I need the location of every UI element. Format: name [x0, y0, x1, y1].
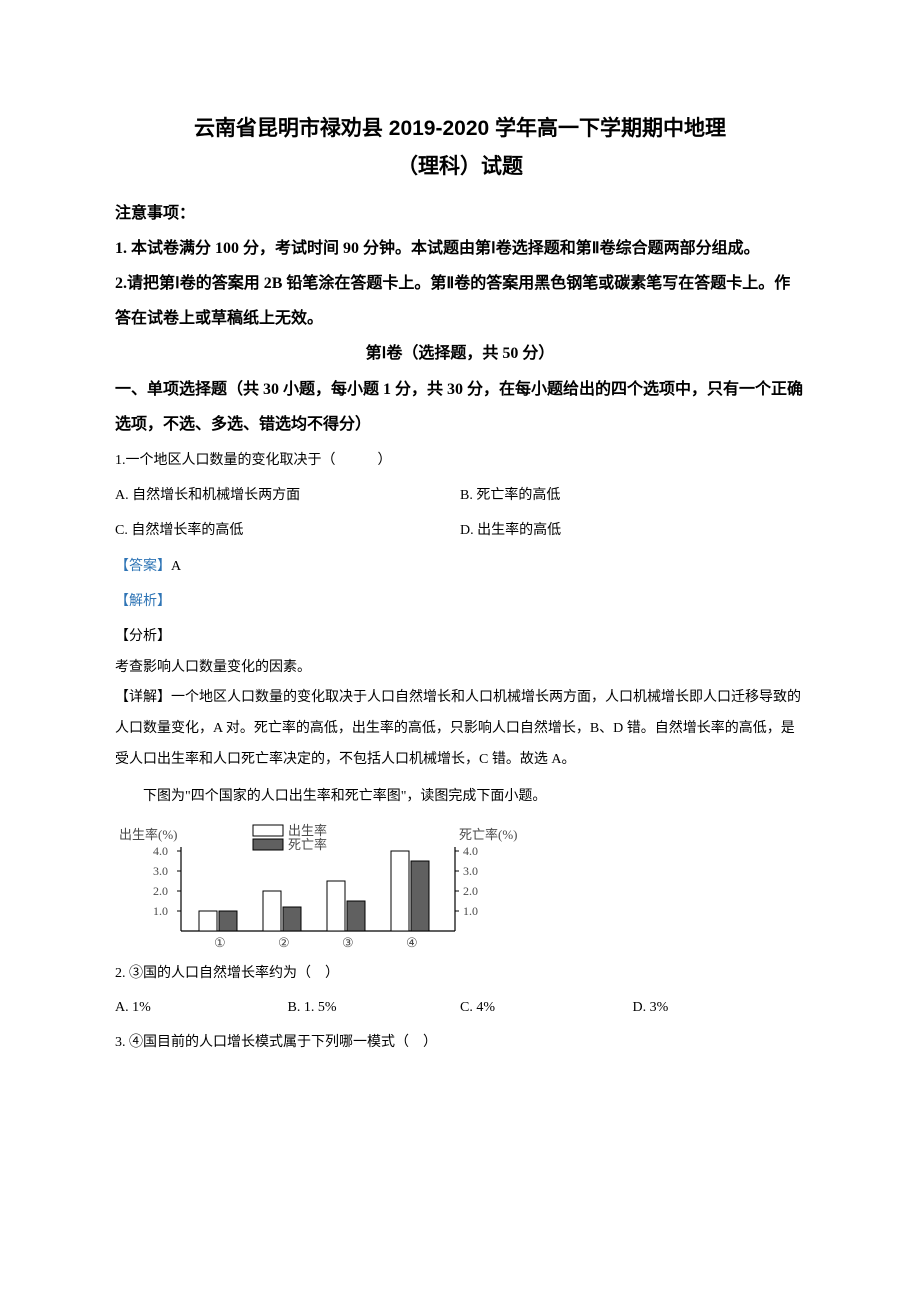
q1-text: 1.一个地区人口数量的变化取决于（ ） — [115, 446, 805, 477]
q2-options: A. 1% B. 1. 5% C. 4% D. 3% — [115, 993, 805, 1024]
svg-text:3.0: 3.0 — [153, 864, 168, 878]
svg-text:2.0: 2.0 — [153, 884, 168, 898]
svg-text:②: ② — [278, 935, 290, 950]
chart-svg: 出生率(%) 死亡率(%) 出生率死亡率 1.0 2.0 3.0 4.0 1.0 2.0 3.0 4… — [115, 821, 535, 951]
notice-item-2: 2.请把第Ⅰ卷的答案用 2B 铅笔涂在答题卡上。第Ⅱ卷的答案用黑色钢笔或碳素笔写… — [115, 266, 805, 336]
birth-death-chart: 出生率(%) 死亡率(%) 出生率死亡率 1.0 2.0 3.0 4.0 1.0 2.0 3.0 4… — [115, 821, 805, 951]
q1-answer: 【答案】A — [115, 552, 805, 583]
q1-fenxi-label: 【分析】 — [115, 622, 805, 653]
q1-option-d: D. 出生率的高低 — [460, 516, 805, 547]
q2-text: 2. ③国的人口自然增长率约为（ ） — [115, 959, 805, 990]
q2-option-d: D. 3% — [633, 993, 806, 1024]
svg-text:死亡率: 死亡率 — [288, 837, 327, 852]
q2-option-a: A. 1% — [115, 993, 288, 1024]
notice-item-1: 1. 本试卷满分 100 分，考试时间 90 分钟。本试题由第Ⅰ卷选择题和第Ⅱ卷… — [115, 231, 805, 266]
svg-text:1.0: 1.0 — [153, 904, 168, 918]
answer-bracket: 【答案】 — [115, 559, 171, 574]
q2-option-b: B. 1. 5% — [288, 993, 461, 1024]
q1-options-row2: C. 自然增长率的高低 D. 出生率的高低 — [115, 516, 805, 547]
answer-letter: A — [171, 559, 181, 574]
q1-detail: 【详解】一个地区人口数量的变化取决于人口自然增长和人口机械增长两方面，人口机械增… — [115, 683, 805, 775]
svg-text:④: ④ — [406, 935, 418, 950]
q3-text: 3. ④国目前的人口增长模式属于下列哪一模式（ ） — [115, 1028, 805, 1059]
q1-option-a: A. 自然增长和机械增长两方面 — [115, 481, 460, 512]
chart-intro: 下图为"四个国家的人口出生率和死亡率图"，读图完成下面小题。 — [115, 782, 805, 813]
svg-text:出生率: 出生率 — [288, 823, 327, 838]
svg-text:①: ① — [214, 935, 226, 950]
q1-fenxi-text: 考查影响人口数量变化的因素。 — [115, 653, 805, 684]
svg-text:出生率(%): 出生率(%) — [119, 827, 178, 842]
svg-text:1.0: 1.0 — [463, 904, 478, 918]
svg-text:4.0: 4.0 — [153, 844, 168, 858]
notice-heading: 注意事项： — [115, 196, 805, 231]
q2-option-c: C. 4% — [460, 993, 633, 1024]
svg-text:③: ③ — [342, 935, 354, 950]
svg-text:4.0: 4.0 — [463, 844, 478, 858]
exam-title-line1: 云南省昆明市禄劝县 2019-2020 学年高一下学期期中地理 — [115, 110, 805, 148]
svg-text:死亡率(%): 死亡率(%) — [459, 827, 518, 842]
svg-text:2.0: 2.0 — [463, 884, 478, 898]
exam-title-line2: （理科）试题 — [115, 148, 805, 186]
q1-option-c: C. 自然增长率的高低 — [115, 516, 460, 547]
section1-heading: 第Ⅰ卷（选择题，共 50 分） — [115, 336, 805, 371]
q1-analysis-label: 【解析】 — [115, 587, 805, 618]
svg-text:3.0: 3.0 — [463, 864, 478, 878]
section1-instruction: 一、单项选择题（共 30 小题，每小题 1 分，共 30 分，在每小题给出的四个… — [115, 372, 805, 442]
q1-option-b: B. 死亡率的高低 — [460, 481, 805, 512]
q1-options-row1: A. 自然增长和机械增长两方面 B. 死亡率的高低 — [115, 481, 805, 512]
